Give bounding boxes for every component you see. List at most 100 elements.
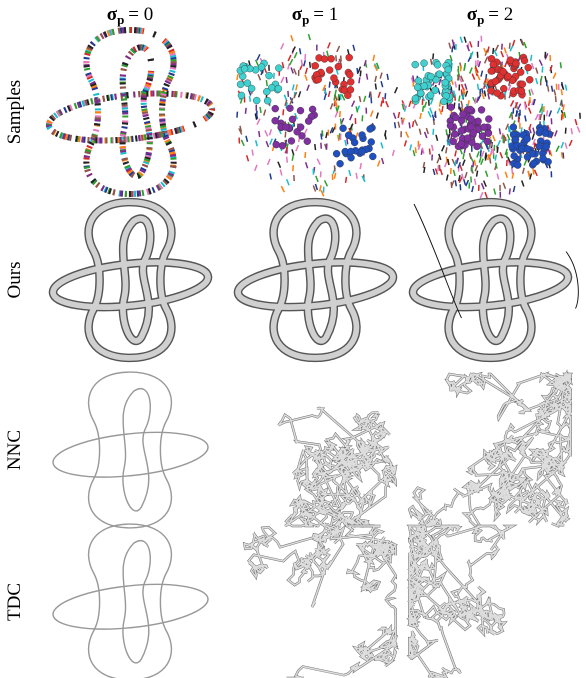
sample-stroke — [423, 166, 426, 174]
sample-point — [441, 78, 449, 87]
sample-point — [518, 80, 527, 88]
sample-point — [499, 67, 507, 76]
sample-point — [435, 70, 444, 78]
sample-stroke — [355, 172, 358, 179]
curve — [50, 425, 211, 485]
sample-stroke — [484, 78, 489, 85]
sample-point — [451, 130, 459, 138]
sample-stroke — [474, 67, 478, 74]
sample-point — [339, 124, 347, 132]
sample-stroke — [474, 164, 479, 172]
sample-stroke — [521, 180, 525, 187]
sample-point — [271, 104, 279, 113]
sample-stroke — [454, 150, 457, 157]
sample-point — [252, 96, 261, 105]
sample-stroke — [375, 62, 380, 70]
sample-stroke — [527, 170, 530, 177]
sample-stroke — [484, 191, 488, 199]
sample-point — [444, 65, 452, 74]
sample-point — [272, 140, 280, 149]
sample-stroke — [458, 176, 463, 184]
sample-stroke — [393, 122, 397, 129]
sample-stroke — [492, 47, 495, 54]
sample-stroke — [454, 81, 458, 88]
sample-stroke — [452, 90, 457, 97]
sample-stroke — [284, 99, 288, 107]
sample-stroke — [502, 137, 507, 144]
sample-stroke — [445, 129, 448, 136]
sample-stroke — [461, 173, 465, 180]
sample-stroke — [465, 179, 470, 187]
sample-stroke — [473, 159, 477, 166]
sample-point — [506, 56, 515, 64]
sample-point — [528, 150, 537, 158]
sample-stroke — [269, 138, 273, 145]
sample-stroke — [457, 161, 462, 169]
sample-stroke — [478, 156, 482, 163]
sample-stroke — [400, 118, 404, 126]
sample-stroke — [401, 103, 405, 110]
sample-stroke — [290, 67, 294, 74]
sample-point — [288, 115, 297, 124]
column-header: σp = 2 — [467, 4, 514, 27]
sample-point — [247, 84, 256, 93]
sample-stroke — [449, 54, 453, 62]
sample-stroke — [445, 156, 448, 163]
sample-stroke — [422, 161, 426, 169]
sample-point — [263, 97, 272, 105]
curve — [51, 256, 210, 314]
sample-stroke — [280, 185, 285, 193]
sample-stroke — [559, 62, 562, 69]
sample-stroke — [462, 178, 467, 186]
sample-stroke — [438, 153, 442, 161]
sample-point — [530, 159, 538, 168]
curve — [47, 87, 215, 148]
sample-stroke — [462, 153, 465, 160]
sample-stroke — [460, 83, 465, 91]
sample-stroke — [287, 54, 292, 62]
relation: = 1 — [313, 4, 338, 25]
sample-stroke — [338, 111, 341, 118]
sample-stroke — [263, 109, 267, 116]
sample-stroke — [460, 100, 464, 108]
sample-stroke — [320, 133, 323, 140]
sample-stroke — [245, 135, 249, 142]
sample-point — [237, 91, 246, 100]
sample-stroke — [568, 139, 573, 147]
sample-stroke — [344, 176, 348, 183]
sample-stroke — [430, 144, 434, 151]
sample-stroke — [293, 91, 298, 99]
sample-stroke — [463, 36, 467, 43]
sample-point — [509, 123, 518, 131]
sample-stroke — [376, 160, 381, 167]
sample-stroke — [370, 97, 373, 104]
sample-point — [366, 125, 374, 133]
sample-point — [452, 113, 460, 122]
sample-stroke — [285, 156, 289, 163]
sample-stroke — [438, 108, 443, 115]
sample-stroke — [548, 110, 553, 117]
sample-stroke — [464, 83, 468, 90]
sample-stroke — [492, 134, 496, 142]
sample-point — [420, 59, 428, 67]
sample-stroke — [380, 142, 384, 149]
sample-stroke — [502, 135, 505, 142]
sample-point — [274, 84, 283, 93]
sample-stroke — [240, 139, 245, 147]
sample-stroke — [512, 185, 516, 193]
sample-stroke — [535, 67, 539, 74]
sample-stroke — [253, 164, 258, 172]
sample-stroke — [454, 160, 457, 167]
sample-stroke — [574, 118, 578, 126]
sample-point — [489, 60, 498, 69]
sample-stroke — [436, 156, 441, 164]
sample-stroke — [494, 162, 498, 169]
sample-stroke — [291, 149, 295, 156]
sample-stroke — [423, 101, 428, 109]
sample-point — [311, 62, 319, 70]
sample-stroke — [509, 44, 514, 52]
sample-stroke — [365, 73, 369, 80]
sample-stroke — [392, 112, 397, 119]
sample-point — [417, 89, 425, 97]
